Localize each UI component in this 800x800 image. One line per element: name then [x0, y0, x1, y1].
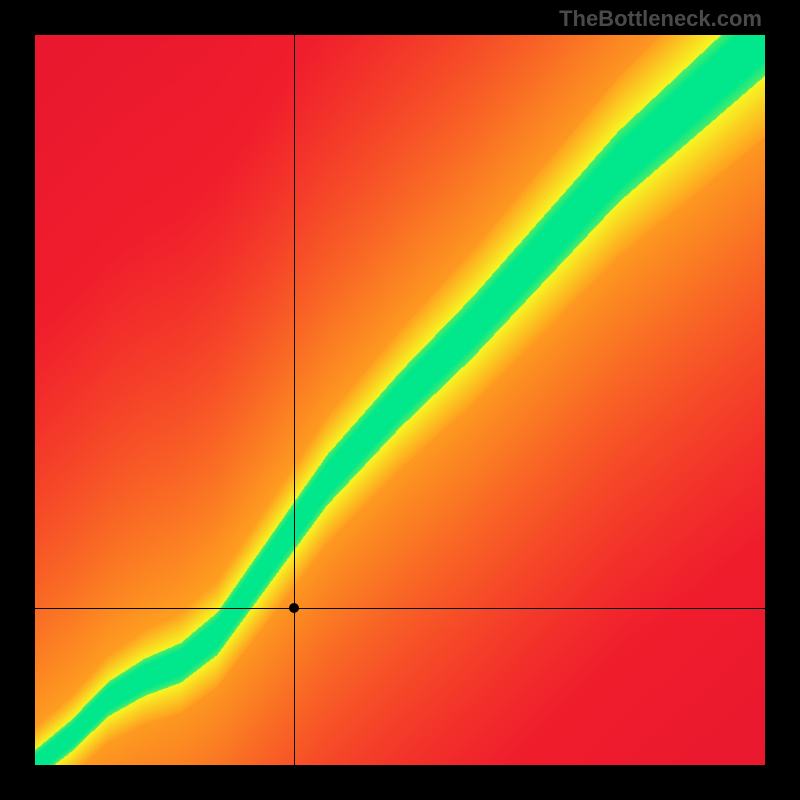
crosshair-vertical — [294, 35, 295, 765]
heatmap-plot — [35, 35, 765, 765]
watermark-text: TheBottleneck.com — [559, 6, 762, 32]
data-point-marker — [289, 603, 299, 613]
heatmap-canvas — [35, 35, 765, 765]
crosshair-horizontal — [35, 608, 765, 609]
